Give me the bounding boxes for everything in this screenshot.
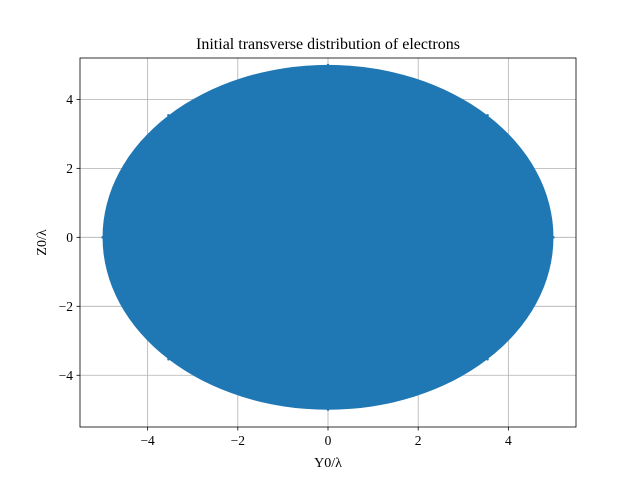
y-axis-label: Z0/λ bbox=[35, 229, 50, 255]
axis-ticks: −4 −2 0 2 4 −4 −2 0 2 4 bbox=[59, 92, 512, 448]
scatter-point bbox=[167, 358, 170, 361]
scatter-point bbox=[486, 114, 489, 117]
scatter-point bbox=[552, 236, 555, 239]
y-tick-label: 2 bbox=[66, 161, 73, 176]
chart-title: Initial transverse distribution of elect… bbox=[196, 36, 460, 53]
y-tick-label: 0 bbox=[66, 230, 73, 245]
x-tick-label: 4 bbox=[505, 433, 512, 448]
y-tick-label: −2 bbox=[59, 299, 73, 314]
x-tick-label: 0 bbox=[325, 433, 332, 448]
x-tick-label: −4 bbox=[140, 433, 155, 448]
x-tick-label: −2 bbox=[231, 433, 245, 448]
scatter-point bbox=[326, 63, 330, 67]
electron-distribution-disk bbox=[102, 64, 554, 410]
scatter-point bbox=[101, 236, 104, 239]
x-tick-label: 2 bbox=[415, 433, 422, 448]
data-points bbox=[101, 63, 555, 411]
scatter-point bbox=[326, 408, 330, 411]
y-tick-label: 4 bbox=[66, 92, 73, 107]
y-tick-label: −4 bbox=[59, 368, 74, 383]
x-axis-label: Y0/λ bbox=[314, 456, 342, 471]
scatter-point bbox=[486, 358, 489, 361]
scatter-point bbox=[167, 114, 170, 117]
